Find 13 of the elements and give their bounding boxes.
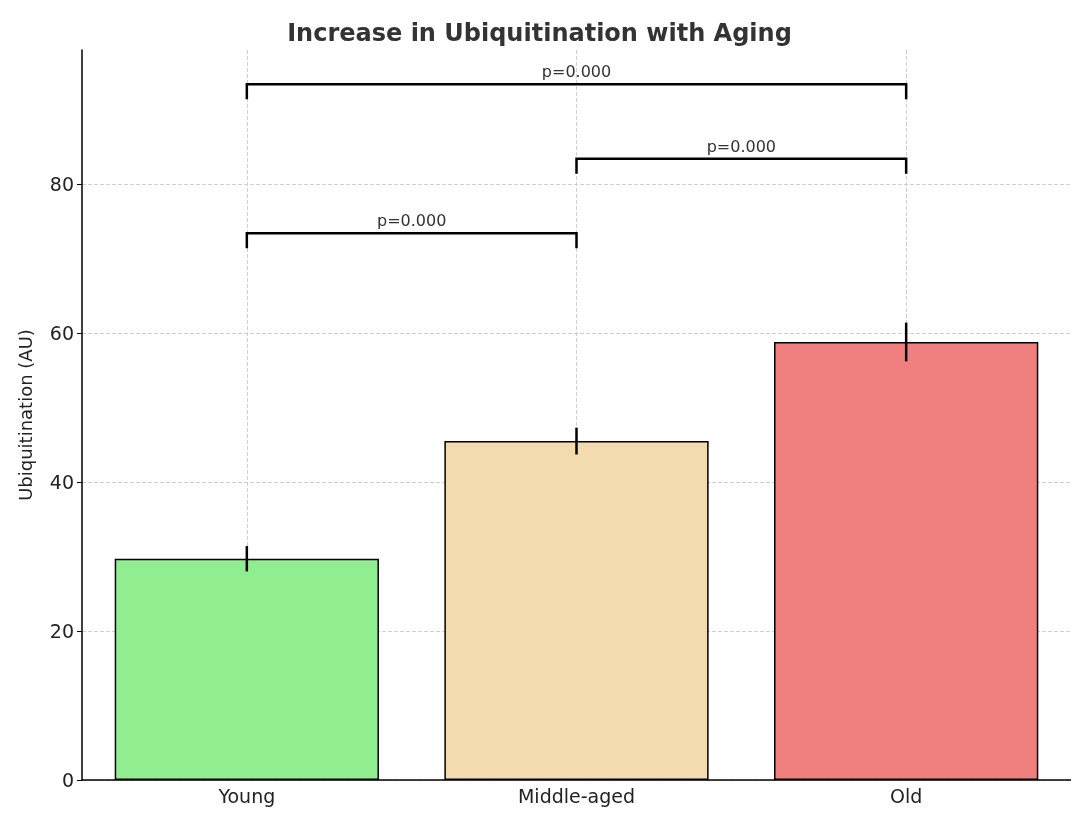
chart-title: Increase in Ubiquitination with Aging	[287, 19, 792, 47]
y-tick-label: 20	[49, 620, 74, 643]
annotation: p=0.000	[376, 211, 447, 231]
y-tick-label: 80	[49, 173, 74, 196]
annotation: p=0.000	[541, 62, 612, 82]
x-tick-label: Old	[890, 785, 923, 807]
y-tick-label: 0	[61, 769, 74, 791]
y-tick-label: 60	[49, 322, 74, 345]
annotation: p=0.000	[706, 136, 777, 156]
y-tick-label: 40	[49, 471, 74, 494]
x-tick-label: Young	[217, 785, 276, 807]
x-tick-label: Middle-aged	[517, 785, 636, 807]
y-axis-title: Ubiquitination (AU)	[14, 329, 36, 501]
